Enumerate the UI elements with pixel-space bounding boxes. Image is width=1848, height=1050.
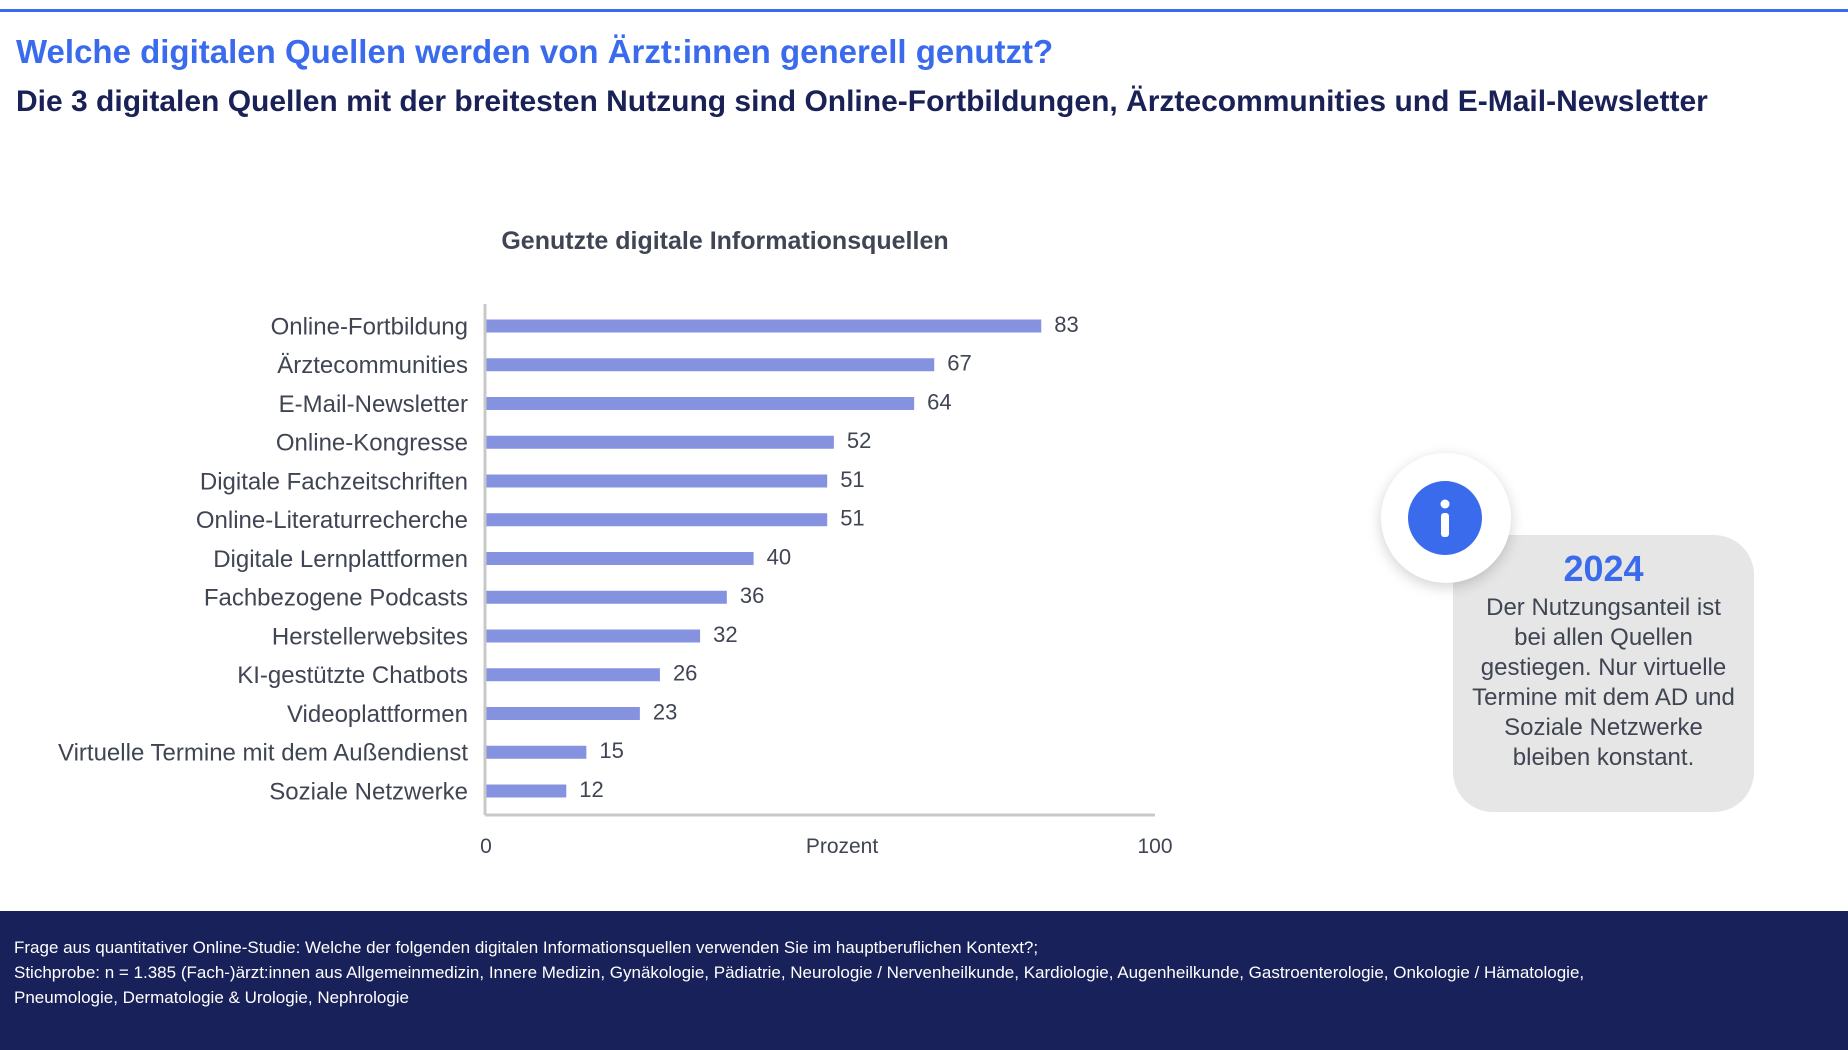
- bar: [486, 435, 834, 449]
- bar: [486, 397, 915, 410]
- bar-value-label: 52: [847, 428, 871, 453]
- bar: [486, 474, 828, 488]
- footer: [0, 911, 1848, 1050]
- footer-question: Frage aus quantitativer Online-Studie: W…: [14, 938, 1039, 957]
- footer-sample-cont: Pneumologie, Dermatologie & Urologie, Ne…: [14, 988, 410, 1007]
- bar-value-label: 64: [927, 389, 951, 414]
- footer-text: Frage aus quantitativer Online-Studie: W…: [14, 935, 1834, 1010]
- bar: [486, 513, 828, 527]
- bar-value-label: 12: [579, 777, 603, 802]
- category-label: Digitale Lernplattformen: [213, 546, 468, 573]
- bar: [486, 629, 701, 643]
- category-label: Online-Fortbildung: [271, 313, 468, 340]
- info-text: Der Nutzungsanteil ist bei allen Quellen…: [1472, 594, 1735, 771]
- category-label: Videoplattformen: [287, 701, 468, 728]
- category-label: Online-Kongresse: [276, 430, 468, 457]
- bar-value-label: 40: [767, 544, 791, 569]
- bars-layer: Online-Fortbildung 83 Ärztecommunities 67 E-…: [58, 312, 1079, 806]
- bar-value-label: 51: [840, 506, 864, 531]
- x-axis-label: Prozent: [806, 835, 879, 858]
- category-label: KI-gestützte Chatbots: [237, 662, 468, 689]
- bar: [486, 668, 660, 682]
- bar: [486, 745, 587, 759]
- category-label: Soziale Netzwerke: [269, 778, 468, 805]
- bar: [486, 358, 935, 372]
- category-label: Virtuelle Termine mit dem Außendienst: [58, 740, 468, 767]
- bar-value-label: 15: [599, 738, 623, 763]
- bar-value-label: 83: [1054, 312, 1078, 337]
- category-label: Digitale Fachzeitschriften: [200, 468, 468, 495]
- bar-value-label: 32: [713, 622, 737, 647]
- info-icon: [1408, 481, 1482, 555]
- x-tick-label: 0: [480, 835, 492, 858]
- bar: [486, 707, 640, 720]
- bar: [486, 319, 1042, 333]
- bar-value-label: 36: [740, 583, 764, 608]
- page-title: Welche digitalen Quellen werden von Ärzt…: [16, 33, 1054, 70]
- info-year: 2024: [1563, 548, 1644, 589]
- category-label: E-Mail-Newsletter: [279, 391, 468, 418]
- bar: [486, 552, 754, 565]
- chart-title: Genutzte digitale Informationsquellen: [501, 227, 948, 255]
- bar-value-label: 26: [673, 661, 697, 686]
- bar: [486, 784, 567, 798]
- bar-value-label: 23: [653, 699, 677, 724]
- info-callout: [1453, 535, 1754, 812]
- bar-value-label: 67: [947, 351, 971, 376]
- page-subtitle: Die 3 digitalen Quellen mit der breitest…: [16, 85, 1708, 118]
- bar-value-label: 51: [840, 467, 864, 492]
- category-label: Herstellerwebsites: [272, 623, 468, 650]
- x-tick-label: 100: [1137, 835, 1172, 858]
- category-label: Online-Literaturrecherche: [196, 507, 468, 534]
- top-rule: [0, 9, 1848, 12]
- category-label: Fachbezogene Podcasts: [204, 585, 468, 612]
- bar-chart: Genutzte digitale Informationsquellen On…: [58, 227, 1173, 858]
- bar: [486, 590, 727, 604]
- footer-sample: Stichprobe: n = 1.385 (Fach-)ärzt:innen …: [14, 963, 1585, 982]
- category-label: Ärztecommunities: [277, 352, 468, 379]
